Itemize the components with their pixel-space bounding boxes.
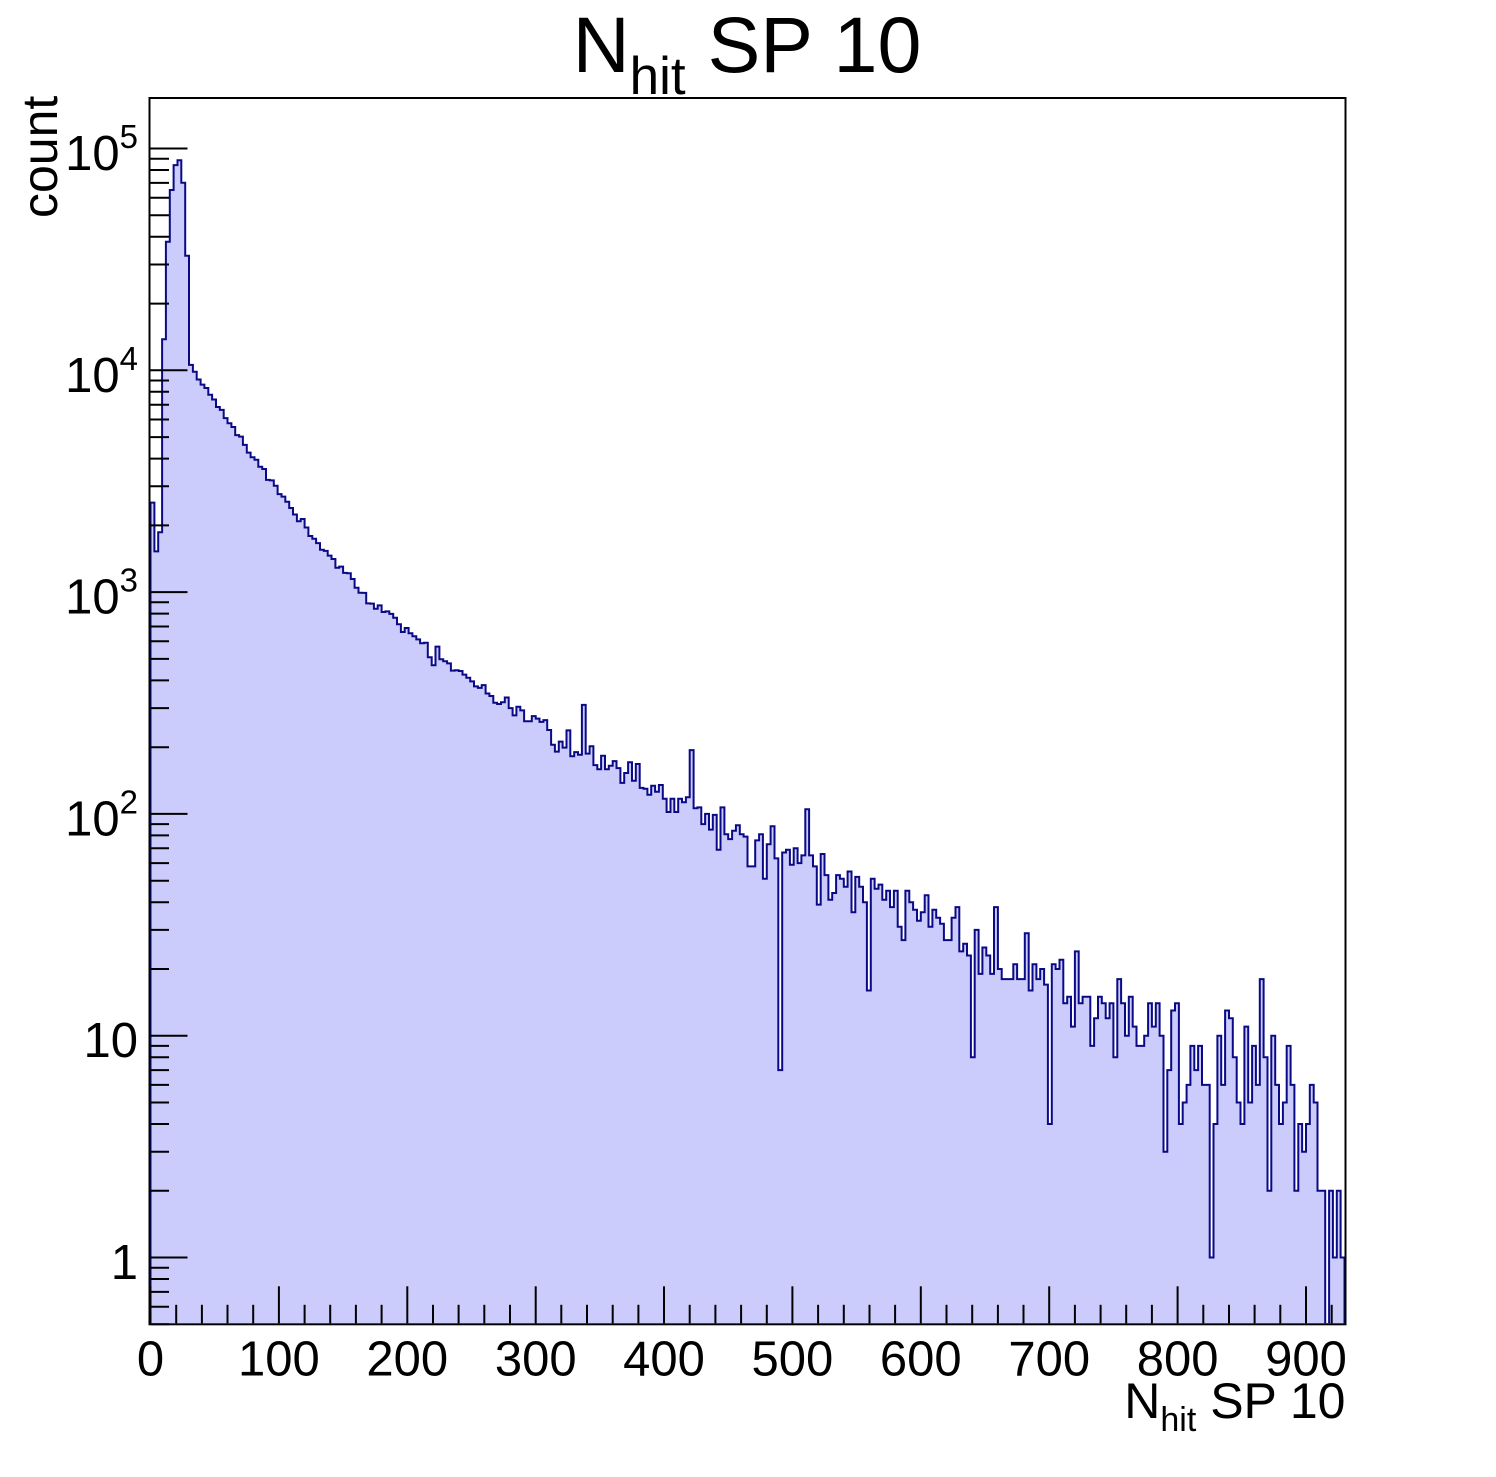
svg-text:10: 10	[83, 1014, 138, 1068]
svg-text:1: 1	[111, 1236, 138, 1290]
svg-text:Nhit SP 10: Nhit SP 10	[573, 0, 922, 106]
svg-text:600: 600	[880, 1333, 962, 1387]
svg-text:800: 800	[1137, 1333, 1219, 1387]
svg-text:102: 102	[65, 783, 138, 846]
svg-text:100: 100	[238, 1333, 320, 1387]
svg-text:Nhit SP 10: Nhit SP 10	[1124, 1373, 1345, 1439]
svg-text:300: 300	[495, 1333, 577, 1387]
svg-text:105: 105	[65, 118, 138, 181]
svg-text:900: 900	[1265, 1333, 1347, 1387]
svg-text:400: 400	[623, 1333, 705, 1387]
svg-text:700: 700	[1008, 1333, 1090, 1387]
svg-text:500: 500	[752, 1333, 834, 1387]
svg-text:count: count	[12, 96, 68, 218]
svg-text:0: 0	[137, 1333, 164, 1387]
svg-text:200: 200	[366, 1333, 448, 1387]
